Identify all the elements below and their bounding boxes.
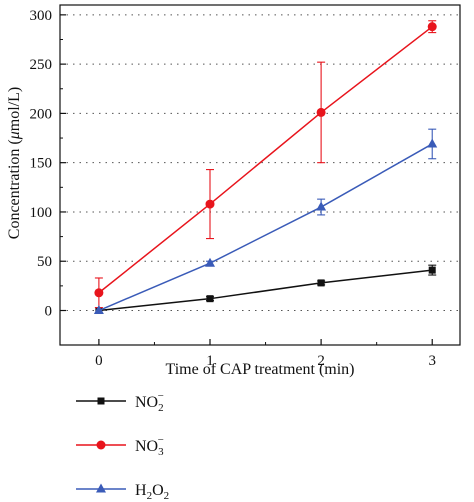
y-title-mu: μ bbox=[6, 131, 23, 140]
y-tick-label-200: 200 bbox=[30, 106, 53, 122]
legend-label-part: 2 bbox=[147, 490, 153, 502]
y-title-part: mol/L) bbox=[6, 87, 23, 131]
x-tick-label-1: 1 bbox=[206, 353, 214, 369]
legend-marker-h2o2 bbox=[96, 483, 106, 493]
legend: NO2−NO3−H2O2 bbox=[76, 390, 169, 502]
data-point-h2o2 bbox=[316, 201, 327, 211]
data-point-no2 bbox=[317, 279, 325, 287]
x-axis: 0 1 2 3 bbox=[95, 339, 436, 369]
y-axis: 0 50 100 150 200 250 300 bbox=[30, 8, 66, 320]
series-h2o2 bbox=[93, 128, 438, 315]
x-axis-title: Time of CAP treatment (min) bbox=[165, 361, 354, 378]
data-point-no3 bbox=[316, 107, 326, 117]
y-tick-label-150: 150 bbox=[30, 156, 53, 172]
series-line-no2 bbox=[98, 269, 433, 312]
data-point-no2 bbox=[428, 266, 436, 274]
legend-label-sup: − bbox=[158, 390, 164, 402]
series-no3 bbox=[94, 20, 437, 309]
x-tick-label-2: 2 bbox=[317, 353, 325, 369]
legend-label-part: O bbox=[152, 482, 164, 499]
y-axis-title: Concentration (μmol/L) bbox=[6, 87, 23, 239]
data-point-h2o2 bbox=[205, 257, 215, 267]
legend-label-no3: NO3− bbox=[135, 434, 164, 458]
x-tick-label-3: 3 bbox=[428, 353, 436, 369]
data-point-h2o2 bbox=[93, 305, 104, 315]
legend-item-no3: NO3− bbox=[76, 434, 164, 458]
data-point-no2 bbox=[206, 295, 214, 303]
series-line-no3 bbox=[98, 26, 433, 294]
data-point-no3 bbox=[427, 22, 437, 32]
legend-marker-no3 bbox=[96, 440, 106, 450]
y-tick-label-0: 0 bbox=[45, 304, 53, 320]
legend-label-sub: 3 bbox=[158, 446, 164, 458]
x-tick-label-0: 0 bbox=[95, 353, 103, 369]
legend-marker-no2 bbox=[97, 397, 105, 405]
series-layer bbox=[93, 20, 438, 315]
legend-item-no2: NO2− bbox=[76, 390, 164, 414]
legend-label-base: NO bbox=[135, 438, 158, 455]
y-tick-label-250: 250 bbox=[30, 57, 53, 73]
plot-frame bbox=[59, 4, 461, 346]
legend-label-base: NO bbox=[135, 394, 158, 411]
y-title-part: Concentration ( bbox=[6, 139, 23, 239]
legend-item-h2o2: H2O2 bbox=[76, 482, 169, 502]
data-point-no3 bbox=[94, 288, 104, 298]
data-point-h2o2 bbox=[427, 138, 438, 148]
y-tick-label-100: 100 bbox=[30, 205, 53, 221]
series-line-h2o2 bbox=[98, 143, 433, 312]
legend-label-sup: − bbox=[158, 434, 164, 446]
legend-label-h2o2: H2O2 bbox=[135, 482, 169, 502]
data-point-no3 bbox=[205, 199, 215, 209]
legend-label-part: 2 bbox=[164, 490, 170, 502]
legend-label-part: H bbox=[135, 482, 147, 499]
y-tick-label-300: 300 bbox=[30, 8, 53, 24]
legend-label-sub: 2 bbox=[158, 402, 164, 414]
plot-area bbox=[59, 4, 461, 346]
legend-label-no2: NO2− bbox=[135, 390, 164, 414]
y-tick-label-50: 50 bbox=[37, 254, 52, 270]
